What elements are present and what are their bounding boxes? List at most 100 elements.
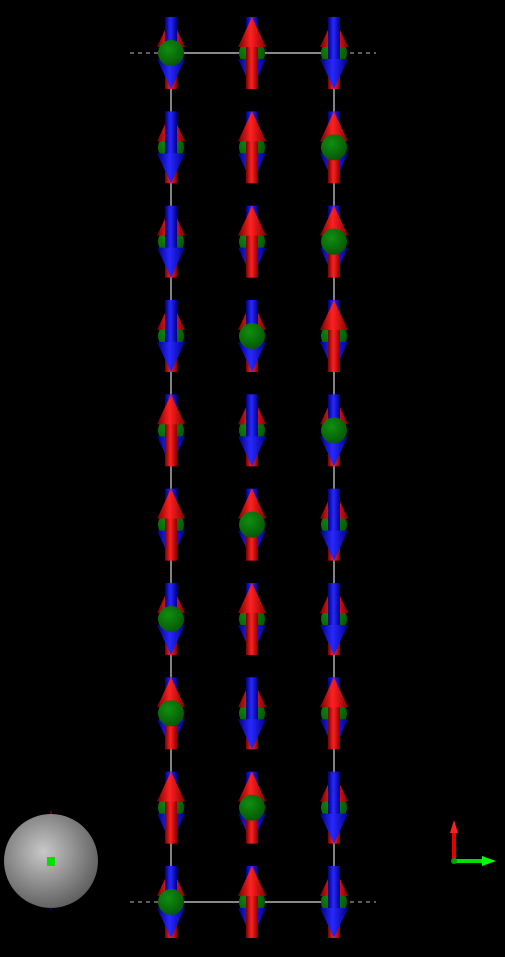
atom-sphere xyxy=(239,322,265,349)
spin-arrow-down-head xyxy=(157,59,185,89)
lattice-site xyxy=(238,488,266,561)
atom-sphere xyxy=(158,888,184,915)
lattice-site xyxy=(320,488,348,561)
spin-arrow-up-shaft xyxy=(246,231,258,278)
atom-sphere xyxy=(158,40,184,66)
spin-arrow-up-head xyxy=(238,488,266,519)
spin-arrow-up-head xyxy=(157,677,185,708)
atom-sphere xyxy=(321,134,347,161)
spin-arrow-up-head xyxy=(157,488,185,519)
lattice-site xyxy=(320,17,348,89)
spin-arrow-up-head xyxy=(320,677,348,708)
spin-arrow-down-head xyxy=(320,624,348,655)
spin-arrow-down-head xyxy=(238,436,266,467)
spin-arrow-down-shaft xyxy=(328,865,340,912)
atom-sphere xyxy=(321,417,347,444)
lattice-site xyxy=(320,677,348,750)
spin-arrow-up-head xyxy=(157,771,185,802)
spin-arrow-up-shaft xyxy=(328,325,340,372)
atom-sphere xyxy=(239,794,265,821)
lattice-site xyxy=(157,17,185,89)
atom-sphere xyxy=(321,228,347,255)
spin-arrow-up-head xyxy=(238,771,266,802)
atom-sphere xyxy=(158,700,184,727)
spin-arrow-down-shaft xyxy=(328,488,340,535)
spin-arrow-up-head xyxy=(238,865,266,896)
spin-arrow-down-shaft xyxy=(165,111,177,158)
vertical-axis-shaft xyxy=(452,832,456,861)
lattice-site xyxy=(157,771,185,844)
spin-arrow-down-shaft xyxy=(328,17,340,63)
lattice-site xyxy=(238,394,266,467)
spin-arrow-up-head xyxy=(238,205,266,236)
spin-arrow-down-head xyxy=(157,153,185,184)
lattice-site xyxy=(238,205,266,278)
lattice-site xyxy=(320,394,348,467)
spin-arrow-down-head xyxy=(157,341,185,372)
orientation-marker xyxy=(47,857,55,866)
spin-arrow-down-shaft xyxy=(328,582,340,629)
spin-arrow-down-head xyxy=(157,247,185,278)
view-orientation-sphere-icon[interactable] xyxy=(4,811,98,911)
lattice-site xyxy=(320,771,348,844)
lattice-site xyxy=(320,865,348,938)
spin-arrow-up-shaft xyxy=(246,43,258,89)
spin-arrow-down-shaft xyxy=(165,299,177,346)
lattice-site xyxy=(320,111,348,184)
lattice-site xyxy=(320,299,348,372)
lattice-sites xyxy=(157,17,348,938)
spin-arrow-down-head xyxy=(157,907,185,938)
lattice-site xyxy=(157,677,185,750)
spin-arrow-up-shaft xyxy=(165,797,177,844)
lattice-site xyxy=(157,488,185,561)
lattice-site xyxy=(238,299,266,372)
spin-arrow-down-shaft xyxy=(246,394,258,441)
axes-triad-icon xyxy=(450,820,496,866)
spin-arrow-down-head xyxy=(320,813,348,844)
spin-arrow-down-head xyxy=(320,907,348,938)
spin-arrow-up-head xyxy=(238,111,266,142)
spin-arrow-up-shaft xyxy=(246,608,258,655)
spin-arrow-down-head xyxy=(320,436,348,467)
spin-arrow-down-head xyxy=(157,624,185,655)
spin-arrow-up-head xyxy=(320,111,348,142)
spin-arrow-up-head xyxy=(238,17,266,47)
spin-arrow-up-shaft xyxy=(328,703,340,750)
spin-arrow-up-shaft xyxy=(246,891,258,938)
lattice-site xyxy=(238,677,266,750)
spin-arrow-up-head xyxy=(320,205,348,236)
lattice-site xyxy=(320,205,348,278)
lattice-site xyxy=(157,865,185,938)
spin-arrow-up-shaft xyxy=(246,137,258,184)
lattice-site xyxy=(238,17,266,89)
lattice-site xyxy=(238,582,266,655)
axes-origin xyxy=(451,858,457,864)
lattice-site xyxy=(238,865,266,938)
spin-arrow-down-head xyxy=(238,341,266,372)
spin-arrow-up-head xyxy=(320,299,348,330)
lattice-site xyxy=(157,205,185,278)
atom-sphere xyxy=(239,511,265,538)
lattice-site xyxy=(238,111,266,184)
spin-arrow-up-head xyxy=(238,582,266,613)
spin-arrow-down-head xyxy=(320,59,348,89)
atom-sphere xyxy=(158,605,184,632)
lattice-site xyxy=(320,582,348,655)
vertical-axis-head xyxy=(450,820,458,833)
lattice-site xyxy=(157,111,185,184)
horizontal-axis-shaft xyxy=(454,859,484,863)
spin-arrow-down-shaft xyxy=(165,205,177,252)
horizontal-axis-head xyxy=(482,856,496,866)
spin-arrow-down-shaft xyxy=(246,677,258,724)
spin-arrow-up-shaft xyxy=(165,420,177,467)
spin-arrow-down-shaft xyxy=(328,771,340,818)
lattice-site xyxy=(157,394,185,467)
lattice-site xyxy=(157,582,185,655)
lattice-site xyxy=(238,771,266,844)
spin-arrow-up-shaft xyxy=(165,514,177,561)
spin-arrow-down-head xyxy=(320,530,348,561)
lattice-site xyxy=(157,299,185,372)
spin-arrow-down-head xyxy=(238,719,266,750)
